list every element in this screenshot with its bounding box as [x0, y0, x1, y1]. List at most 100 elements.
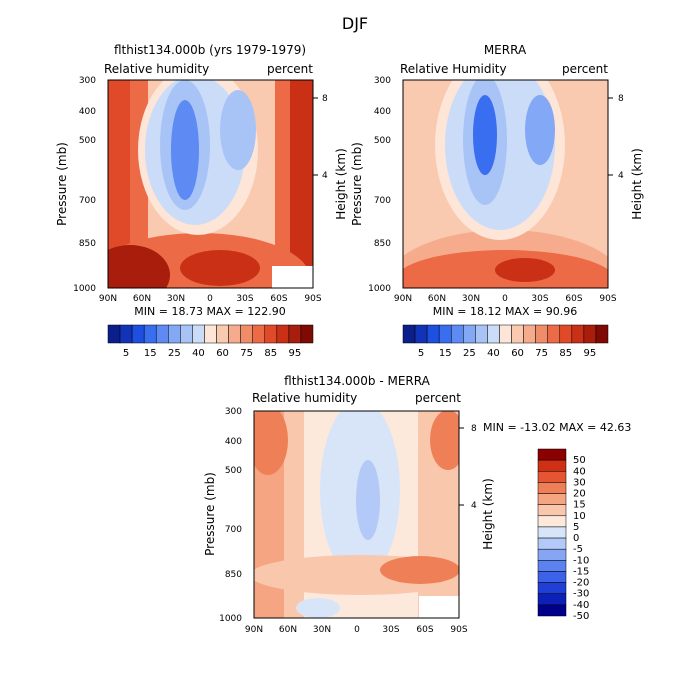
y-axis-label: Pressure (mb): [203, 472, 217, 556]
right-tick-label: 8: [618, 94, 624, 104]
colorbar-label: -15: [573, 566, 589, 577]
x-tick-label: 30S: [382, 625, 399, 635]
colorbar-swatch: [180, 324, 193, 344]
colorbar-swatch: [571, 324, 585, 344]
y-tick-label: 400: [225, 437, 242, 447]
colorbar-swatch: [402, 324, 416, 344]
colorbar-swatch: [535, 324, 548, 344]
x-ticks: 90N 60N 30N 0 30S 60S 90S: [394, 294, 617, 304]
colorbar-label: 5: [573, 522, 579, 533]
x-tick-label: 0: [207, 294, 213, 304]
colorbar-swatch: [119, 324, 133, 344]
variable-label: Relative humidity: [104, 62, 209, 76]
colorbar-swatch: [463, 324, 476, 344]
colorbar-label: 10: [573, 511, 586, 522]
colorbar-swatch: [537, 459, 567, 472]
colorbar-swatch: [559, 324, 573, 344]
y-tick-label: 850: [79, 239, 96, 249]
colorbar-label: -50: [573, 611, 589, 622]
variable-label: Relative humidity: [252, 391, 357, 405]
colorbar-label: 75: [535, 348, 548, 359]
contour-field: [108, 80, 313, 288]
chart-title: flthist134.000b (yrs 1979-1979): [114, 43, 306, 57]
y-tick-label: 300: [79, 76, 96, 86]
y-tick-label: 300: [225, 407, 242, 417]
chart-title: flthist134.000b - MERRA: [284, 374, 430, 388]
colorbar-swatch: [499, 324, 512, 344]
colorbar-swatch: [168, 324, 181, 344]
x-tick-label: 30S: [236, 294, 253, 304]
colorbar-swatch: [537, 537, 567, 550]
colorbar-label: 40: [192, 348, 205, 359]
right-tick-label: 4: [471, 501, 477, 511]
missing-data: [419, 596, 459, 618]
colorbar-swatch: [216, 324, 229, 344]
contour-band: [380, 556, 459, 584]
colorbar-label: 40: [487, 348, 500, 359]
right-tick-label: 8: [322, 94, 328, 104]
colorbar-swatch: [475, 324, 488, 344]
colorbar-swatch: [288, 324, 302, 344]
contour-band: [171, 100, 199, 200]
y-tick-label: 400: [79, 107, 96, 117]
colorbar-label: -5: [573, 544, 583, 555]
colorbar-label: 75: [240, 348, 253, 359]
y-tick-label: 850: [374, 239, 391, 249]
contour-band: [495, 258, 555, 282]
units-label: percent: [562, 62, 608, 76]
x-tick-label: 90S: [599, 294, 616, 304]
colorbar-swatch: [228, 324, 241, 344]
right-tick-label: 4: [618, 171, 624, 181]
right-axis: 8 4: [608, 94, 624, 181]
x-ticks: 90N 60N 30N 0 30S 60S 90S: [99, 294, 322, 304]
colorbar-label: 30: [573, 477, 586, 488]
y-ticks: 300 400 500 700 850 1000: [73, 76, 96, 294]
colorbar-swatch: [537, 504, 567, 517]
y-tick-label: 300: [374, 76, 391, 86]
colorbar-label: -30: [573, 589, 589, 600]
y-tick-label: 700: [374, 196, 391, 206]
colorbar-label: 25: [463, 348, 476, 359]
y-tick-label: 500: [79, 136, 96, 146]
colorbar: 5 15 25 40 60 75 85 95: [107, 324, 314, 359]
figure-title: DJF: [342, 14, 368, 33]
colorbar-label: 50: [573, 455, 586, 466]
y-tick-label: 1000: [368, 284, 391, 294]
colorbar-swatch: [264, 324, 278, 344]
x-tick-label: 90N: [99, 294, 117, 304]
colorbar-swatch: [537, 582, 567, 594]
colorbar-swatch: [523, 324, 536, 344]
contour-band: [254, 411, 288, 475]
colorbar-swatch: [155, 324, 169, 344]
x-ticks: 90N 60N 30N 0 30S 60S 90S: [245, 625, 468, 635]
colorbar-label: 0: [573, 533, 579, 544]
right-axis: 8 4: [313, 94, 328, 181]
missing-data: [272, 266, 313, 288]
colorbar-swatch: [537, 515, 567, 528]
contour-band: [220, 90, 256, 170]
x-tick-label: 60S: [270, 294, 287, 304]
colorbar-label: 95: [584, 348, 597, 359]
colorbar-label: 95: [289, 348, 302, 359]
colorbar-swatch: [537, 482, 567, 494]
contour-band: [290, 80, 313, 288]
plot-frame: [253, 410, 460, 619]
colorbar-swatch: [438, 324, 452, 344]
colorbar-label: 20: [573, 489, 586, 500]
x-tick-label: 60S: [565, 294, 582, 304]
colorbar-swatch: [537, 548, 567, 561]
colorbar-swatch: [537, 593, 567, 606]
y-axis-label: Pressure (mb): [350, 142, 364, 226]
colorbar-swatch: [547, 324, 561, 344]
units-label: percent: [415, 391, 461, 405]
colorbar-swatch: [450, 324, 464, 344]
colorbar-label: 60: [511, 348, 524, 359]
colorbar-label: -10: [573, 555, 589, 566]
colorbar-label: 25: [168, 348, 181, 359]
contour-field: [403, 80, 608, 288]
x-tick-label: 60N: [279, 625, 297, 635]
plot-frame: [402, 79, 609, 289]
stats-label: MIN = 18.12 MAX = 90.96: [433, 305, 577, 318]
